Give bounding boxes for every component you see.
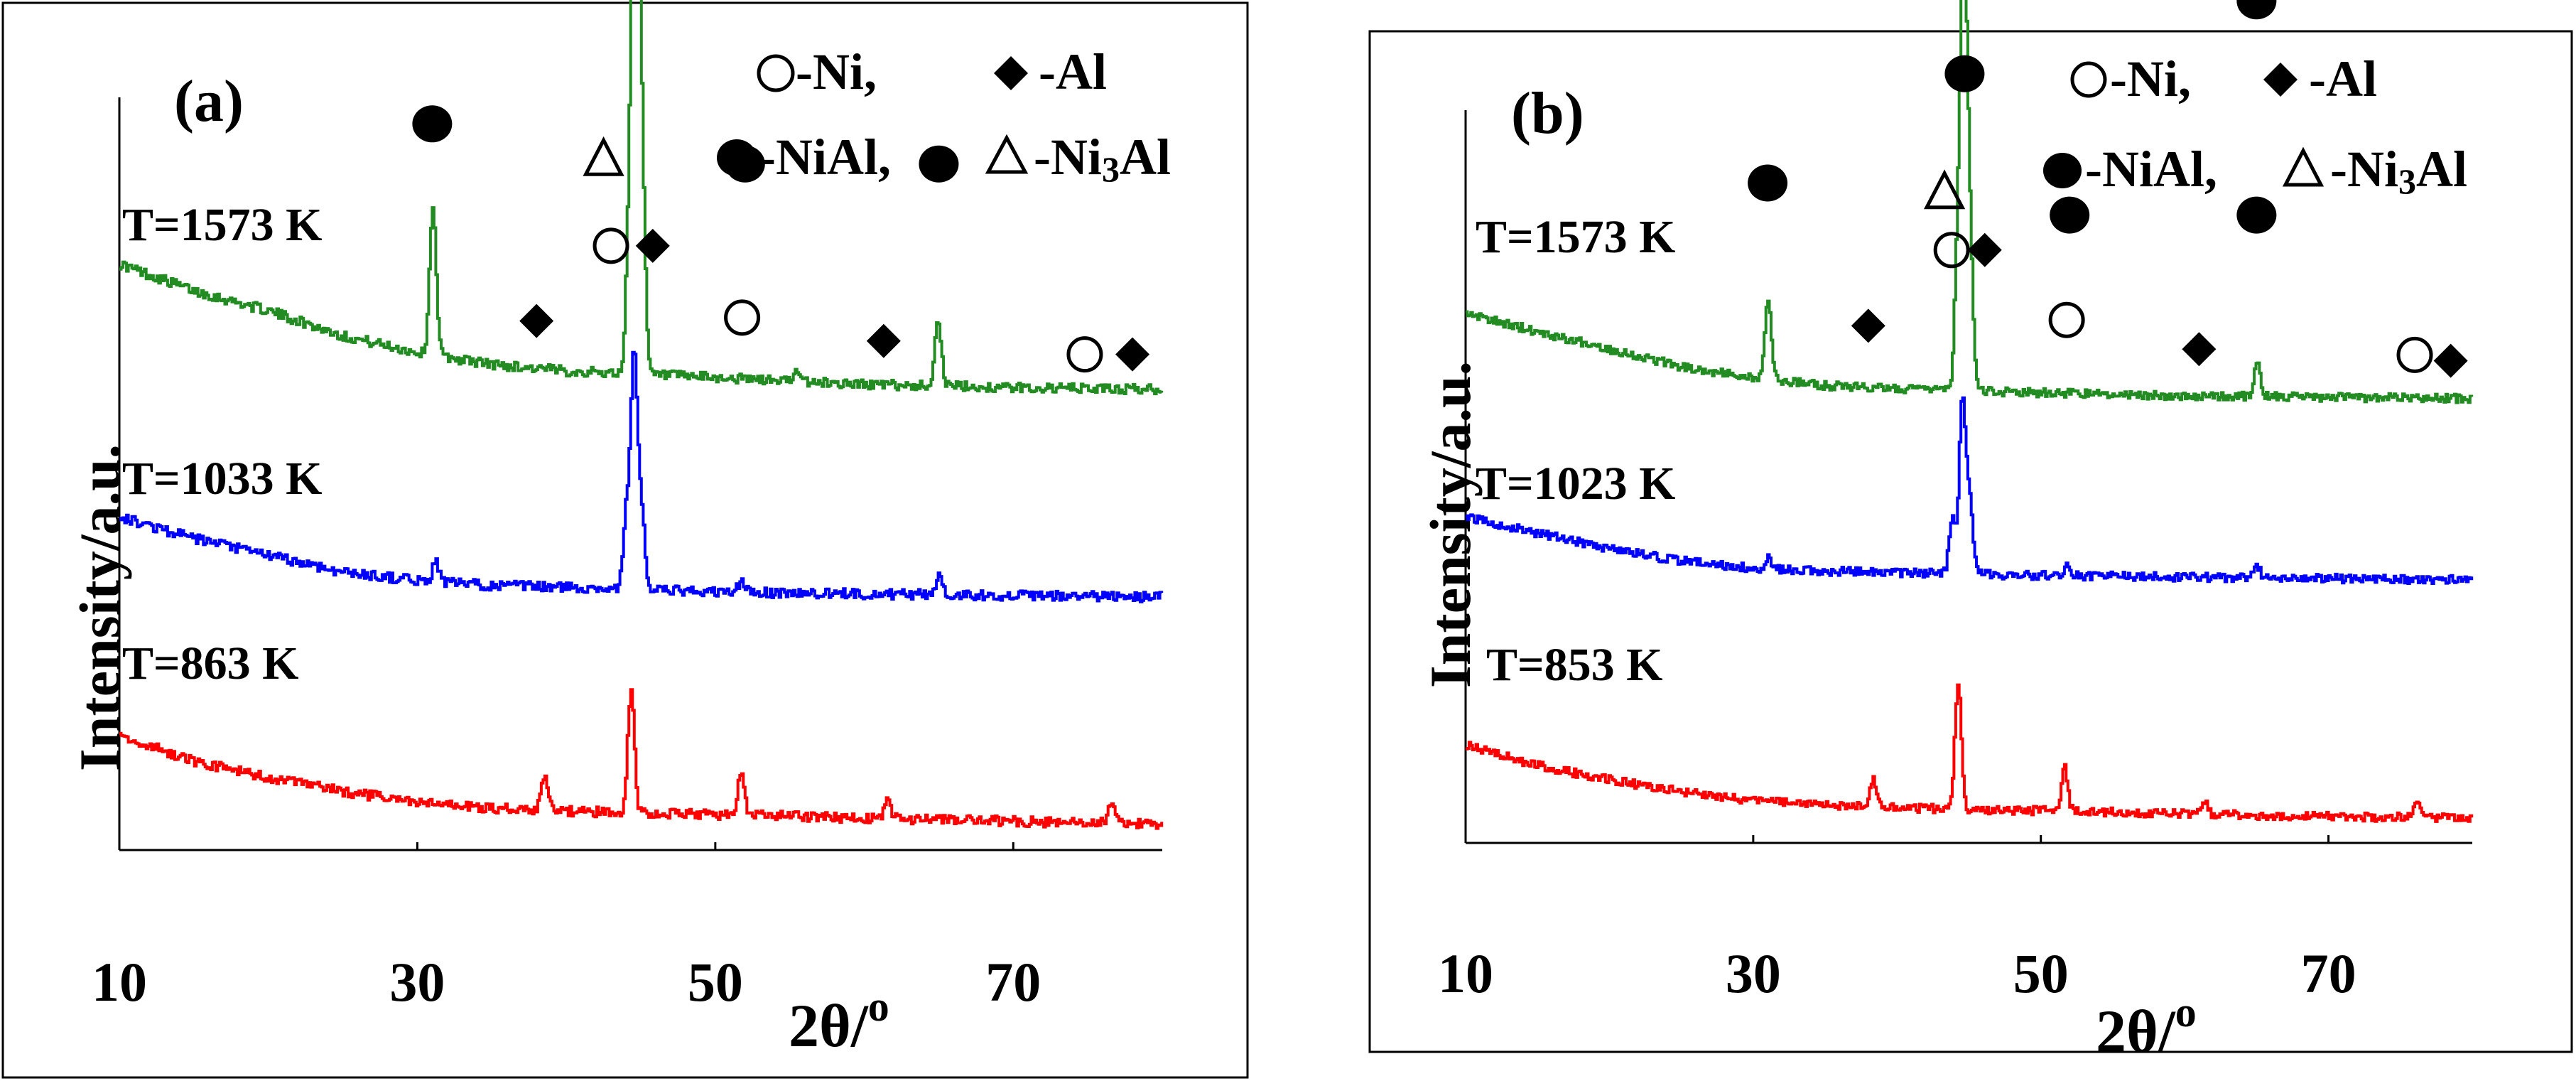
- legend-al-icon: [994, 56, 1028, 90]
- marker-nial-icon: [2236, 196, 2277, 234]
- y-axis-label: Intensity/a.u.: [1418, 361, 1483, 688]
- marker-ni-icon: [1066, 336, 1103, 373]
- trace-1573k: [119, 0, 1164, 396]
- legend-ni3al-icon: [985, 134, 1029, 174]
- x-tick-label: 10: [92, 951, 147, 1013]
- panel-a: Intensity/a.u. (a) -Ni, -Al -NiAl, -Ni3A…: [1, 0, 1249, 1079]
- marker-al-icon: [519, 303, 554, 338]
- marker-al-icon: [1115, 337, 1150, 372]
- marker-ni-icon: [592, 227, 629, 264]
- legend-ni3al-icon: [2282, 146, 2325, 187]
- ni3al-suffix: Al: [1120, 129, 1171, 186]
- y-axis-label: Intensity/a.u.: [67, 444, 132, 771]
- marker-ni-icon: [724, 299, 761, 336]
- marker-ni-icon: [2048, 301, 2085, 338]
- peak-markers: [1748, 0, 2468, 378]
- x-tick-label: 30: [389, 951, 445, 1013]
- legend-ni-label: -Ni,: [796, 43, 877, 100]
- x-ticks: 10 30 50 70: [1438, 835, 2356, 1004]
- marker-nial-icon: [2236, 0, 2277, 20]
- marker-nial-icon: [919, 145, 959, 183]
- peak-markers: [412, 105, 1150, 373]
- x-tick-label: 70: [985, 951, 1041, 1013]
- legend-nial-label: -NiAl,: [2085, 141, 2217, 198]
- marker-ni-icon: [2396, 336, 2433, 373]
- x-axis-label: 2θ/o: [2096, 989, 2197, 1065]
- ni3al-suffix: Al: [2416, 141, 2467, 198]
- traces: [119, 0, 1164, 830]
- legend-ni-icon: [2070, 61, 2107, 98]
- marker-nial-icon: [412, 105, 453, 143]
- series-label-1573: T=1573 K: [122, 199, 322, 251]
- legend-ni-icon: [757, 54, 795, 92]
- series-label-1573: T=1573 K: [1476, 211, 1675, 263]
- series-labels: T=1573 K T=1033 K T=863 K: [122, 199, 322, 689]
- ni3al-subscript: 3: [1102, 149, 1120, 189]
- marker-al-icon: [2433, 343, 2468, 378]
- x-tick-label: 50: [688, 951, 743, 1013]
- x-ticks: 10 30 50 70: [92, 842, 1041, 1013]
- marker-al-icon: [2182, 332, 2217, 367]
- marker-nial-icon: [1748, 164, 1788, 202]
- trace-1033k: [119, 350, 1164, 603]
- series-label-863: T=863 K: [122, 638, 298, 689]
- legend-al-icon: [2263, 63, 2298, 97]
- marker-nial-icon: [1944, 55, 1985, 92]
- trace-1573k: [1466, 0, 2474, 404]
- legend-ni3al-label: -Ni3Al: [1034, 129, 1171, 189]
- series-label-1023: T=1023 K: [1476, 458, 1675, 510]
- panel-label: (b): [1511, 80, 1584, 146]
- marker-nial-icon: [2050, 196, 2090, 234]
- x-axis-label-degree: o: [2175, 989, 2197, 1036]
- x-tick-label: 10: [1438, 942, 1493, 1004]
- x-tick-label: 30: [1726, 942, 1781, 1004]
- legend-nial-icon: [2043, 153, 2082, 188]
- x-axis-label-degree: o: [868, 983, 889, 1030]
- series-label-853: T=853 K: [1486, 639, 1662, 691]
- ni3al-prefix: -Ni: [1034, 129, 1102, 186]
- marker-al-icon: [866, 323, 901, 358]
- marker-al-icon: [1967, 232, 2002, 267]
- x-tick-label: 50: [2013, 942, 2069, 1004]
- marker-nial-icon: [725, 145, 765, 183]
- panel-label: (a): [174, 68, 244, 134]
- panel-b: Intensity/a.u. (b) -Ni, -Al -NiAl, -Ni3A…: [1368, 0, 2573, 1065]
- x-axis-label-main: 2θ/: [789, 991, 869, 1060]
- marker-ni3al-icon: [583, 136, 624, 176]
- ni3al-subscript: 3: [2398, 161, 2416, 201]
- trace-853k: [1466, 683, 2474, 823]
- series-label-1033: T=1033 K: [122, 453, 322, 505]
- legend-al-label: -Al: [1039, 43, 1107, 100]
- legend-ni-label: -Ni,: [2110, 50, 2191, 107]
- ni3al-prefix: -Ni: [2330, 141, 2398, 198]
- marker-al-icon: [1851, 308, 1885, 343]
- x-axis-label-main: 2θ/: [2096, 997, 2176, 1065]
- legend-al-label: -Al: [2309, 50, 2377, 107]
- trace-1023k: [1466, 396, 2474, 585]
- marker-ni3al-icon: [1923, 169, 1966, 210]
- legend: -Ni, -Al -NiAl, -Ni3Al: [2043, 50, 2467, 201]
- marker-al-icon: [635, 228, 670, 263]
- legend-nial-label: -NiAl,: [759, 129, 891, 186]
- legend-ni3al-label: -Ni3Al: [2330, 141, 2467, 201]
- traces: [1466, 0, 2474, 823]
- series-labels: T=1573 K T=1023 K T=853 K: [1476, 211, 1675, 691]
- x-axis-label: 2θ/o: [789, 983, 889, 1060]
- x-tick-label: 70: [2301, 942, 2356, 1004]
- trace-863k: [119, 688, 1164, 830]
